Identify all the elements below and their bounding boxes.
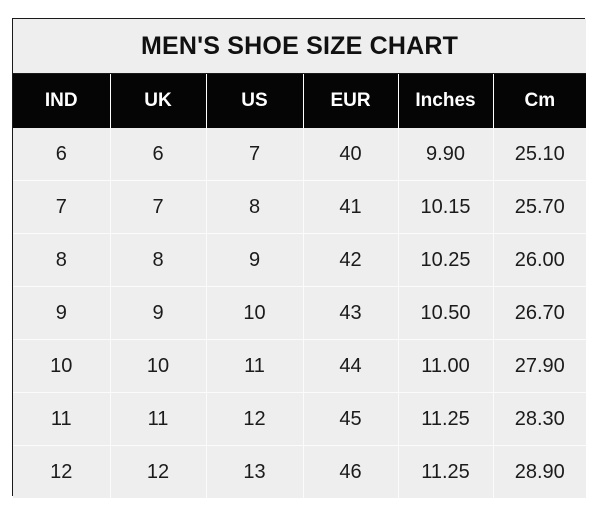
cell-cm: 27.90 bbox=[493, 339, 587, 393]
cell-uk: 12 bbox=[110, 445, 207, 498]
column-header-cm: Cm bbox=[493, 73, 587, 128]
shoe-size-table: MEN'S SHOE SIZE CHART IND UK US EUR Inch… bbox=[13, 19, 587, 498]
table-row: 10 10 11 44 11.00 27.90 bbox=[13, 339, 587, 393]
table-row: 6 6 7 40 9.90 25.10 bbox=[13, 128, 587, 181]
cell-us: 11 bbox=[206, 339, 304, 393]
table-head: MEN'S SHOE SIZE CHART IND UK US EUR Inch… bbox=[13, 19, 587, 128]
column-header-row: IND UK US EUR Inches Cm bbox=[13, 73, 587, 128]
cell-ind: 7 bbox=[13, 180, 111, 234]
cell-eur: 41 bbox=[303, 180, 399, 234]
cell-eur: 40 bbox=[303, 128, 399, 181]
table-row: 7 7 8 41 10.15 25.70 bbox=[13, 180, 587, 234]
cell-us: 9 bbox=[206, 233, 304, 287]
column-header-uk: UK bbox=[110, 73, 207, 128]
cell-inches: 11.25 bbox=[398, 445, 494, 498]
cell-cm: 28.90 bbox=[493, 445, 587, 498]
cell-cm: 26.70 bbox=[493, 286, 587, 340]
table-row: 11 11 12 45 11.25 28.30 bbox=[13, 392, 587, 446]
cell-ind: 12 bbox=[13, 445, 111, 498]
cell-eur: 46 bbox=[303, 445, 399, 498]
table-row: 9 9 10 43 10.50 26.70 bbox=[13, 286, 587, 340]
cell-inches: 10.25 bbox=[398, 233, 494, 287]
column-header-us: US bbox=[206, 73, 304, 128]
cell-ind: 11 bbox=[13, 392, 111, 446]
table-row: 12 12 13 46 11.25 28.90 bbox=[13, 445, 587, 498]
cell-eur: 44 bbox=[303, 339, 399, 393]
cell-uk: 9 bbox=[110, 286, 207, 340]
cell-eur: 42 bbox=[303, 233, 399, 287]
cell-uk: 8 bbox=[110, 233, 207, 287]
cell-uk: 10 bbox=[110, 339, 207, 393]
chart-title: MEN'S SHOE SIZE CHART bbox=[13, 19, 587, 74]
cell-ind: 10 bbox=[13, 339, 111, 393]
cell-us: 13 bbox=[206, 445, 304, 498]
cell-inches: 9.90 bbox=[398, 128, 494, 181]
size-chart-container: MEN'S SHOE SIZE CHART IND UK US EUR Inch… bbox=[12, 18, 587, 498]
cell-ind: 8 bbox=[13, 233, 111, 287]
cell-eur: 43 bbox=[303, 286, 399, 340]
column-header-ind: IND bbox=[13, 73, 111, 128]
cell-us: 7 bbox=[206, 128, 304, 181]
cell-cm: 25.70 bbox=[493, 180, 587, 234]
cell-inches: 10.50 bbox=[398, 286, 494, 340]
cell-cm: 28.30 bbox=[493, 392, 587, 446]
table-row: 8 8 9 42 10.25 26.00 bbox=[13, 233, 587, 287]
title-row: MEN'S SHOE SIZE CHART bbox=[13, 19, 587, 74]
cell-inches: 11.25 bbox=[398, 392, 494, 446]
cell-inches: 11.00 bbox=[398, 339, 494, 393]
column-header-eur: EUR bbox=[303, 73, 399, 128]
cell-us: 10 bbox=[206, 286, 304, 340]
cell-uk: 7 bbox=[110, 180, 207, 234]
cell-uk: 6 bbox=[110, 128, 207, 181]
cell-cm: 25.10 bbox=[493, 128, 587, 181]
cell-us: 8 bbox=[206, 180, 304, 234]
table-body: 6 6 7 40 9.90 25.10 7 7 8 41 10.15 25.70… bbox=[13, 128, 587, 498]
cell-us: 12 bbox=[206, 392, 304, 446]
cell-eur: 45 bbox=[303, 392, 399, 446]
cell-cm: 26.00 bbox=[493, 233, 587, 287]
column-header-inches: Inches bbox=[398, 73, 494, 128]
cell-ind: 9 bbox=[13, 286, 111, 340]
cell-ind: 6 bbox=[13, 128, 111, 181]
cell-uk: 11 bbox=[110, 392, 207, 446]
cell-inches: 10.15 bbox=[398, 180, 494, 234]
